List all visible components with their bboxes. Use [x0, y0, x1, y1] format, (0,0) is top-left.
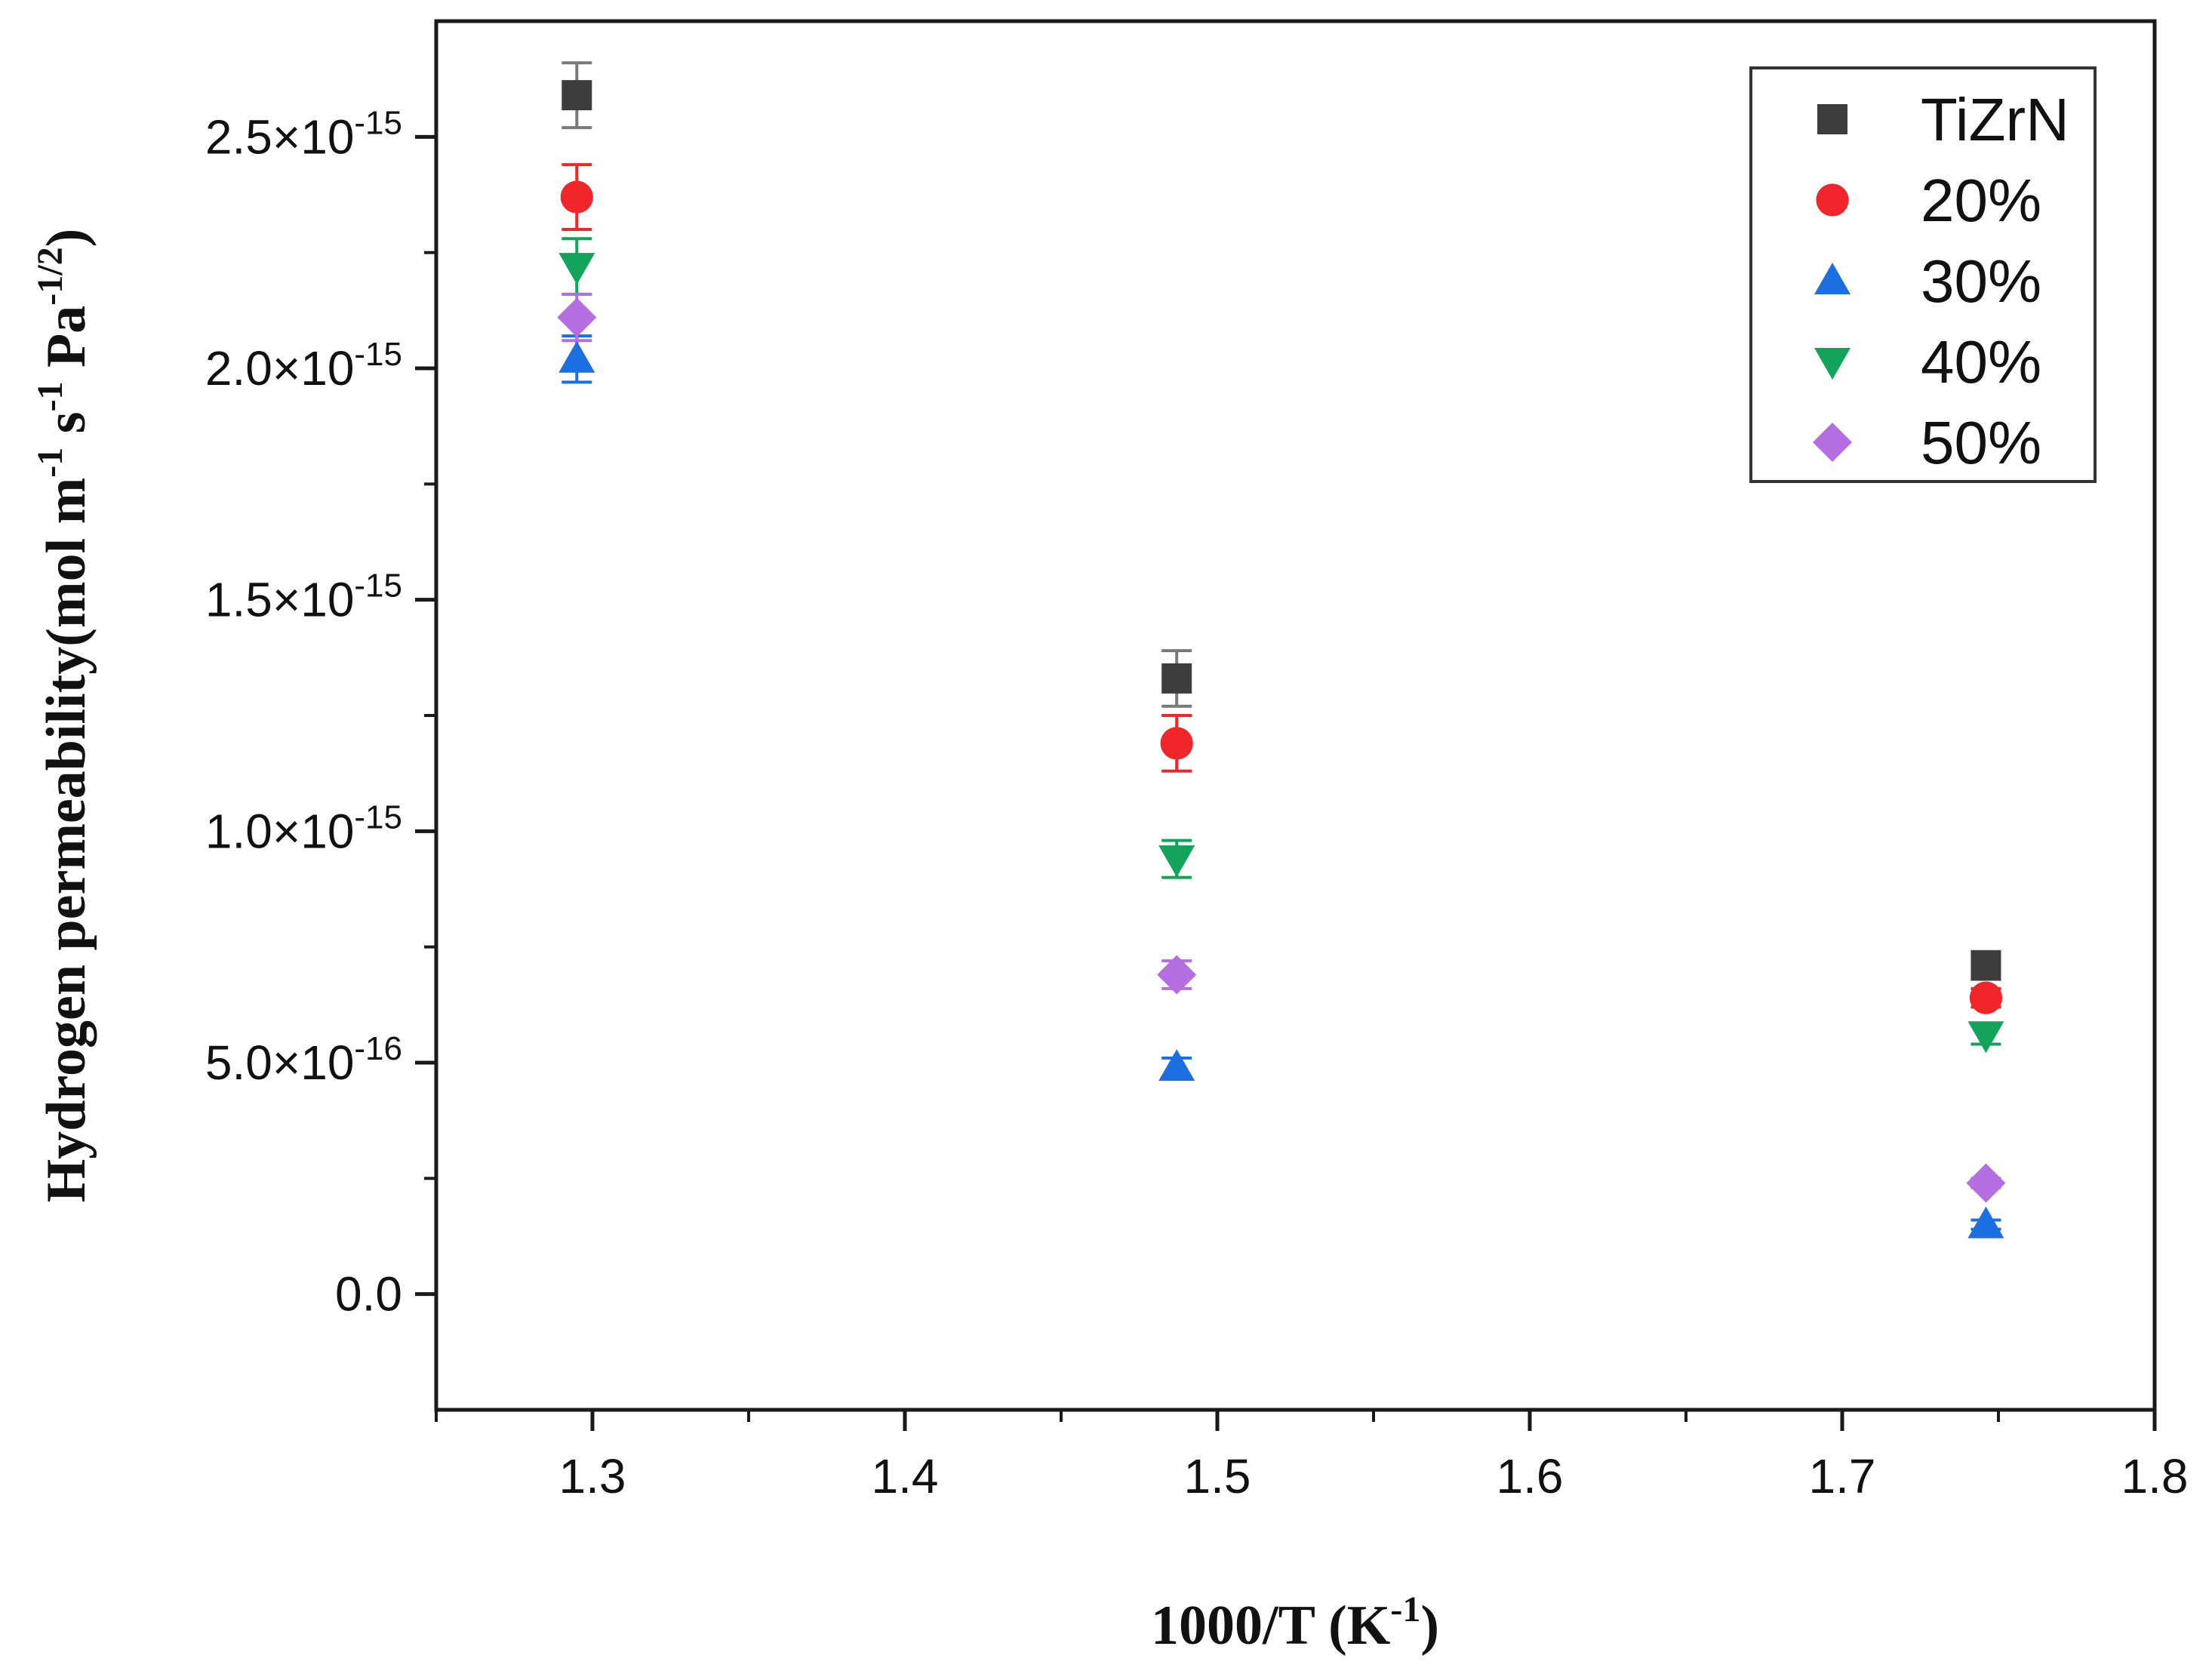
series-20pct	[560, 163, 2003, 1014]
legend-items: TiZrN 20% 30% 40% 50%	[1813, 86, 2069, 476]
y-tick-label: 1.0×10-15	[205, 798, 402, 858]
data-point	[557, 297, 597, 337]
x-tick-label: 1.8	[2121, 1449, 2189, 1503]
legend-label: 50%	[1921, 409, 2041, 476]
legend-marker	[1813, 423, 1852, 462]
x-tick-label: 1.3	[559, 1449, 626, 1503]
legend-marker	[1817, 104, 1847, 134]
series-layer	[557, 61, 2006, 1239]
y-axis-title: Hydrogen permeability(mol m-1 s-1 Pa-1/2…	[30, 229, 97, 1203]
legend-marker	[1814, 263, 1851, 294]
series-50pct	[557, 292, 2006, 1203]
x-axis: 1.3 1.4 1.5 1.6 1.7 1.8	[435, 1410, 2189, 1503]
data-point	[1970, 950, 2001, 981]
data-point	[1967, 1021, 2004, 1054]
legend-label: 40%	[1921, 328, 2041, 395]
y-tick-label: 1.5×10-15	[205, 568, 402, 627]
data-point	[561, 80, 592, 111]
legend-label: TiZrN	[1921, 86, 2069, 153]
data-point	[1158, 845, 1195, 878]
x-tick-label: 1.7	[1809, 1449, 1876, 1503]
data-point	[560, 180, 593, 214]
data-point	[1158, 1049, 1195, 1082]
data-point	[558, 253, 595, 285]
series-30pct	[558, 334, 2004, 1239]
y-tick-label: 2.0×10-15	[205, 336, 402, 395]
series-tizrn	[561, 61, 2001, 981]
data-point	[1967, 1206, 2004, 1239]
y-tick-label: 0.0	[335, 1267, 402, 1322]
x-tick-label: 1.5	[1184, 1449, 1251, 1503]
x-axis-title: 1000/T (K-1)	[1151, 1589, 1439, 1657]
legend-box	[1749, 66, 2097, 483]
legend: TiZrN 20% 30% 40% 50%	[1749, 66, 2097, 483]
x-tick-label: 1.4	[872, 1449, 939, 1503]
legend-label: 20%	[1921, 167, 2041, 234]
data-point	[1161, 663, 1192, 694]
x-tick-label: 1.6	[1497, 1449, 1564, 1503]
data-point	[1160, 727, 1193, 760]
legend-marker	[1816, 183, 1849, 217]
y-tick-label: 5.0×10-16	[205, 1030, 402, 1090]
data-point	[1157, 955, 1197, 995]
data-point	[1966, 1163, 2006, 1203]
legend-marker	[1814, 348, 1851, 380]
series-40pct	[558, 237, 2004, 1054]
data-point	[1969, 981, 2003, 1014]
data-point	[558, 340, 595, 373]
legend-label: 30%	[1921, 248, 2041, 315]
y-axis: 0.0 5.0×10-16 1.0×10-15 1.5×10-15 2.0×10-15 2…	[205, 104, 436, 1322]
y-tick-label: 2.5×10-15	[205, 104, 402, 164]
